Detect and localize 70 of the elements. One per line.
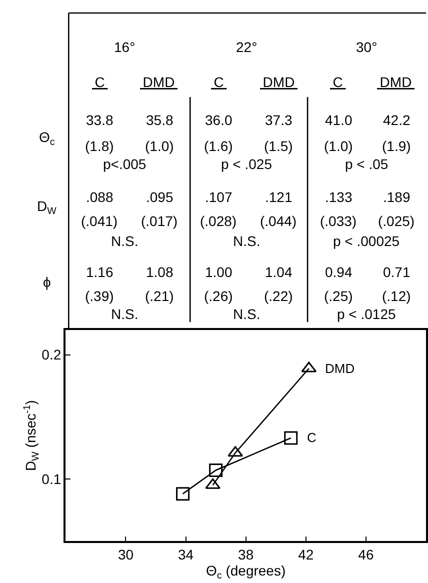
y-tick-label: 0.2 <box>42 346 62 363</box>
text: 0.71 <box>383 264 410 280</box>
text: C <box>92 74 108 90</box>
text: (.025) <box>378 213 415 229</box>
text: D$_{W}$ <box>37 198 58 217</box>
text: (1.9) <box>382 138 411 154</box>
text: (.26) <box>204 288 233 304</box>
text: 30° <box>356 39 378 55</box>
text: .189 <box>383 189 410 205</box>
text: 35.8 <box>146 112 174 128</box>
text: .121 <box>265 189 292 205</box>
text: C <box>211 74 227 90</box>
text: (1.0) <box>324 138 353 154</box>
text: DMD <box>140 74 178 90</box>
x-axis-title: Θ$_{c}$ (degrees) <box>206 562 286 582</box>
x-tick-label: 30 <box>118 546 134 563</box>
x-tick-label: 42 <box>298 546 314 563</box>
text: (.25) <box>324 288 353 304</box>
text: 1.00 <box>205 264 232 280</box>
text: N.S. <box>233 233 260 249</box>
text: p<.005 <box>103 156 146 172</box>
text: p < .05 <box>345 156 388 172</box>
text: .133 <box>325 189 352 205</box>
text: N.S. <box>111 306 138 322</box>
text: (.033) <box>320 213 357 229</box>
text: 0.94 <box>325 264 352 280</box>
text: (.017) <box>141 213 178 229</box>
text: 37.3 <box>265 112 292 128</box>
text: ϕ <box>43 274 51 290</box>
text: C <box>330 74 346 90</box>
text: .107 <box>205 189 232 205</box>
point <box>209 464 223 477</box>
text: (1.6) <box>204 138 233 154</box>
text: 1.04 <box>265 264 292 280</box>
text: 36.0 <box>205 112 232 128</box>
text: p < .0125 <box>337 306 396 322</box>
text: (.39) <box>85 288 114 304</box>
text: 16° <box>114 39 136 55</box>
text: (.12) <box>382 288 411 304</box>
text: p < .00025 <box>333 233 400 249</box>
text: (.22) <box>264 288 293 304</box>
text: (1.8) <box>85 138 114 154</box>
point <box>176 487 190 501</box>
text: .095 <box>146 189 174 205</box>
text: DMD <box>377 74 414 90</box>
text: (1.5) <box>264 138 293 154</box>
text: DMD <box>260 74 298 90</box>
series-label: C <box>307 430 316 445</box>
text: 22° <box>236 39 258 55</box>
x-tick-label: 38 <box>238 546 254 563</box>
text: (.044) <box>260 213 297 229</box>
x-tick-label: 46 <box>358 546 374 563</box>
point <box>284 431 298 445</box>
text: N.S. <box>233 306 260 322</box>
text: 1.16 <box>86 264 114 280</box>
text: 1.08 <box>146 264 174 280</box>
text: 33.8 <box>86 112 114 128</box>
text: .088 <box>86 189 114 205</box>
x-tick-label: 34 <box>178 546 194 563</box>
text: N.S. <box>111 233 138 249</box>
text: Θ$_{c}$ <box>39 129 55 148</box>
y-tick-label: 0.1 <box>42 470 62 487</box>
text: (.21) <box>145 288 174 304</box>
text: (1.0) <box>145 138 174 154</box>
text: 41.0 <box>325 112 352 128</box>
text: (.028) <box>200 213 237 229</box>
text: 42.2 <box>383 112 410 128</box>
text: (.041) <box>81 213 118 229</box>
series-label: DMD <box>325 361 355 376</box>
text: p < .025 <box>221 156 272 172</box>
